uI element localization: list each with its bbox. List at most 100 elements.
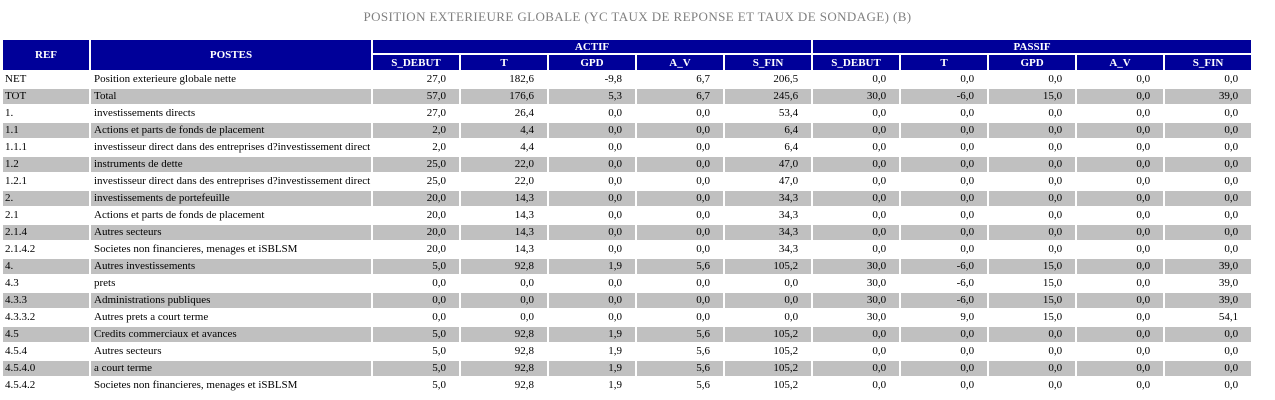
row-ref: 4.3.3 [3, 293, 89, 308]
col-header-actif-gpd: GPD [549, 55, 635, 70]
row-actif-s_debut: 57,0 [373, 89, 459, 104]
row-ref: 4.5.4.2 [3, 378, 89, 393]
row-ref: 1.1 [3, 123, 89, 138]
row-passif-gpd: 0,0 [989, 72, 1076, 87]
row-poste: Autres investissements [91, 259, 371, 274]
row-ref: 2.1 [3, 208, 89, 223]
row-passif-gpd: 0,0 [989, 106, 1076, 121]
row-passif-gpd: 0,0 [989, 140, 1076, 155]
row-passif-gpd: 0,0 [989, 123, 1076, 138]
row-poste: Societes non financieres, menages et iSB… [91, 242, 371, 257]
row-actif-t: 92,8 [461, 361, 547, 376]
row-actif-t: 92,8 [461, 259, 547, 274]
row-passif-s_fin: 0,0 [1165, 225, 1252, 240]
row-poste: investissements directs [91, 106, 371, 121]
row-passif-gpd: 0,0 [989, 157, 1076, 172]
row-passif-s_fin: 0,0 [1165, 344, 1252, 359]
row-actif-a_v: 0,0 [637, 208, 723, 223]
row-actif-s_fin: 6,4 [725, 123, 812, 138]
col-header-passif-a_v: A_V [1077, 55, 1164, 70]
row-passif-s_debut: 30,0 [813, 310, 900, 325]
row-passif-a_v: 0,0 [1077, 89, 1164, 104]
table-row: 2.1 Actions et parts de fonds de placemen… [3, 208, 1252, 223]
row-passif-a_v: 0,0 [1077, 361, 1164, 376]
row-passif-t: 0,0 [901, 106, 988, 121]
row-actif-t: 22,0 [461, 157, 547, 172]
row-actif-gpd: 0,0 [549, 157, 635, 172]
row-actif-t: 14,3 [461, 225, 547, 240]
row-actif-a_v: 0,0 [637, 123, 723, 138]
table-row: 1.2.1 investisseur direct dans des entrep… [3, 174, 1252, 189]
row-poste: Actions et parts de fonds de placement [91, 208, 371, 223]
row-actif-a_v: 0,0 [637, 157, 723, 172]
table-row: NET Position exterieure globale nette 27,0… [3, 72, 1252, 87]
row-passif-a_v: 0,0 [1077, 106, 1164, 121]
row-passif-gpd: 0,0 [989, 242, 1076, 257]
row-passif-s_fin: 0,0 [1165, 72, 1252, 87]
col-header-actif-s_debut: S_DEBUT [373, 55, 459, 70]
row-poste: prets [91, 276, 371, 291]
row-actif-s_debut: 20,0 [373, 225, 459, 240]
row-actif-s_fin: 105,2 [725, 327, 812, 342]
row-actif-gpd: 0,0 [549, 242, 635, 257]
row-passif-s_debut: 0,0 [813, 361, 900, 376]
row-poste: Credits commerciaux et avances [91, 327, 371, 342]
row-passif-s_fin: 39,0 [1165, 259, 1252, 274]
row-poste: Total [91, 89, 371, 104]
row-passif-gpd: 0,0 [989, 344, 1076, 359]
row-passif-s_debut: 0,0 [813, 157, 900, 172]
row-passif-s_debut: 0,0 [813, 140, 900, 155]
row-passif-t: 0,0 [901, 242, 988, 257]
group-header-actif: ACTIF [373, 40, 812, 54]
row-passif-t: 0,0 [901, 378, 988, 393]
row-poste: Societes non financieres, menages et iSB… [91, 378, 371, 393]
row-actif-s_fin: 0,0 [725, 293, 812, 308]
row-ref: 1.2.1 [3, 174, 89, 189]
row-ref: 1.1.1 [3, 140, 89, 155]
table-row: 4.5.4.2 Societes non financieres, menages… [3, 378, 1252, 393]
row-ref: 1.2 [3, 157, 89, 172]
row-passif-s_fin: 0,0 [1165, 191, 1252, 206]
row-passif-s_debut: 0,0 [813, 106, 900, 121]
row-passif-gpd: 15,0 [989, 293, 1076, 308]
row-passif-a_v: 0,0 [1077, 157, 1164, 172]
row-ref: 4.5 [3, 327, 89, 342]
table-row: TOT Total 57,0 176,6 5,3 6,7 245,6 30,0 -6,0 15,0… [3, 89, 1252, 104]
row-passif-s_debut: 30,0 [813, 259, 900, 274]
col-header-actif-t: T [461, 55, 547, 70]
group-header-passif: PASSIF [813, 40, 1252, 54]
row-actif-a_v: 6,7 [637, 89, 723, 104]
row-ref: NET [3, 72, 89, 87]
row-actif-t: 176,6 [461, 89, 547, 104]
row-actif-gpd: 0,0 [549, 225, 635, 240]
row-actif-s_fin: 105,2 [725, 259, 812, 274]
row-passif-t: 0,0 [901, 140, 988, 155]
table-row: 1.1.1 investisseur direct dans des entrep… [3, 140, 1252, 155]
row-actif-gpd: 0,0 [549, 310, 635, 325]
row-passif-a_v: 0,0 [1077, 293, 1164, 308]
row-passif-a_v: 0,0 [1077, 72, 1164, 87]
row-actif-gpd: 1,9 [549, 378, 635, 393]
row-actif-t: 92,8 [461, 378, 547, 393]
row-actif-a_v: 0,0 [637, 174, 723, 189]
table-header: REF POSTES ACTIF PASSIF S_DEBUT T GPD A_V S_… [3, 40, 1252, 70]
row-actif-s_fin: 245,6 [725, 89, 812, 104]
row-passif-s_debut: 0,0 [813, 225, 900, 240]
row-actif-a_v: 0,0 [637, 242, 723, 257]
row-passif-t: 0,0 [901, 191, 988, 206]
row-poste: Autres prets a court terme [91, 310, 371, 325]
row-actif-a_v: 5,6 [637, 378, 723, 393]
row-actif-gpd: 0,0 [549, 293, 635, 308]
row-actif-s_debut: 0,0 [373, 293, 459, 308]
row-poste: Autres secteurs [91, 225, 371, 240]
row-passif-s_fin: 0,0 [1165, 361, 1252, 376]
row-passif-gpd: 15,0 [989, 276, 1076, 291]
row-actif-a_v: 6,7 [637, 72, 723, 87]
row-actif-gpd: 0,0 [549, 140, 635, 155]
row-poste: investissements de portefeuille [91, 191, 371, 206]
table-row: 2.1.4 Autres secteurs 20,0 14,3 0,0 0,0 34,3 0,… [3, 225, 1252, 240]
row-actif-s_debut: 25,0 [373, 157, 459, 172]
row-actif-t: 14,3 [461, 191, 547, 206]
row-passif-a_v: 0,0 [1077, 344, 1164, 359]
row-passif-t: 0,0 [901, 344, 988, 359]
